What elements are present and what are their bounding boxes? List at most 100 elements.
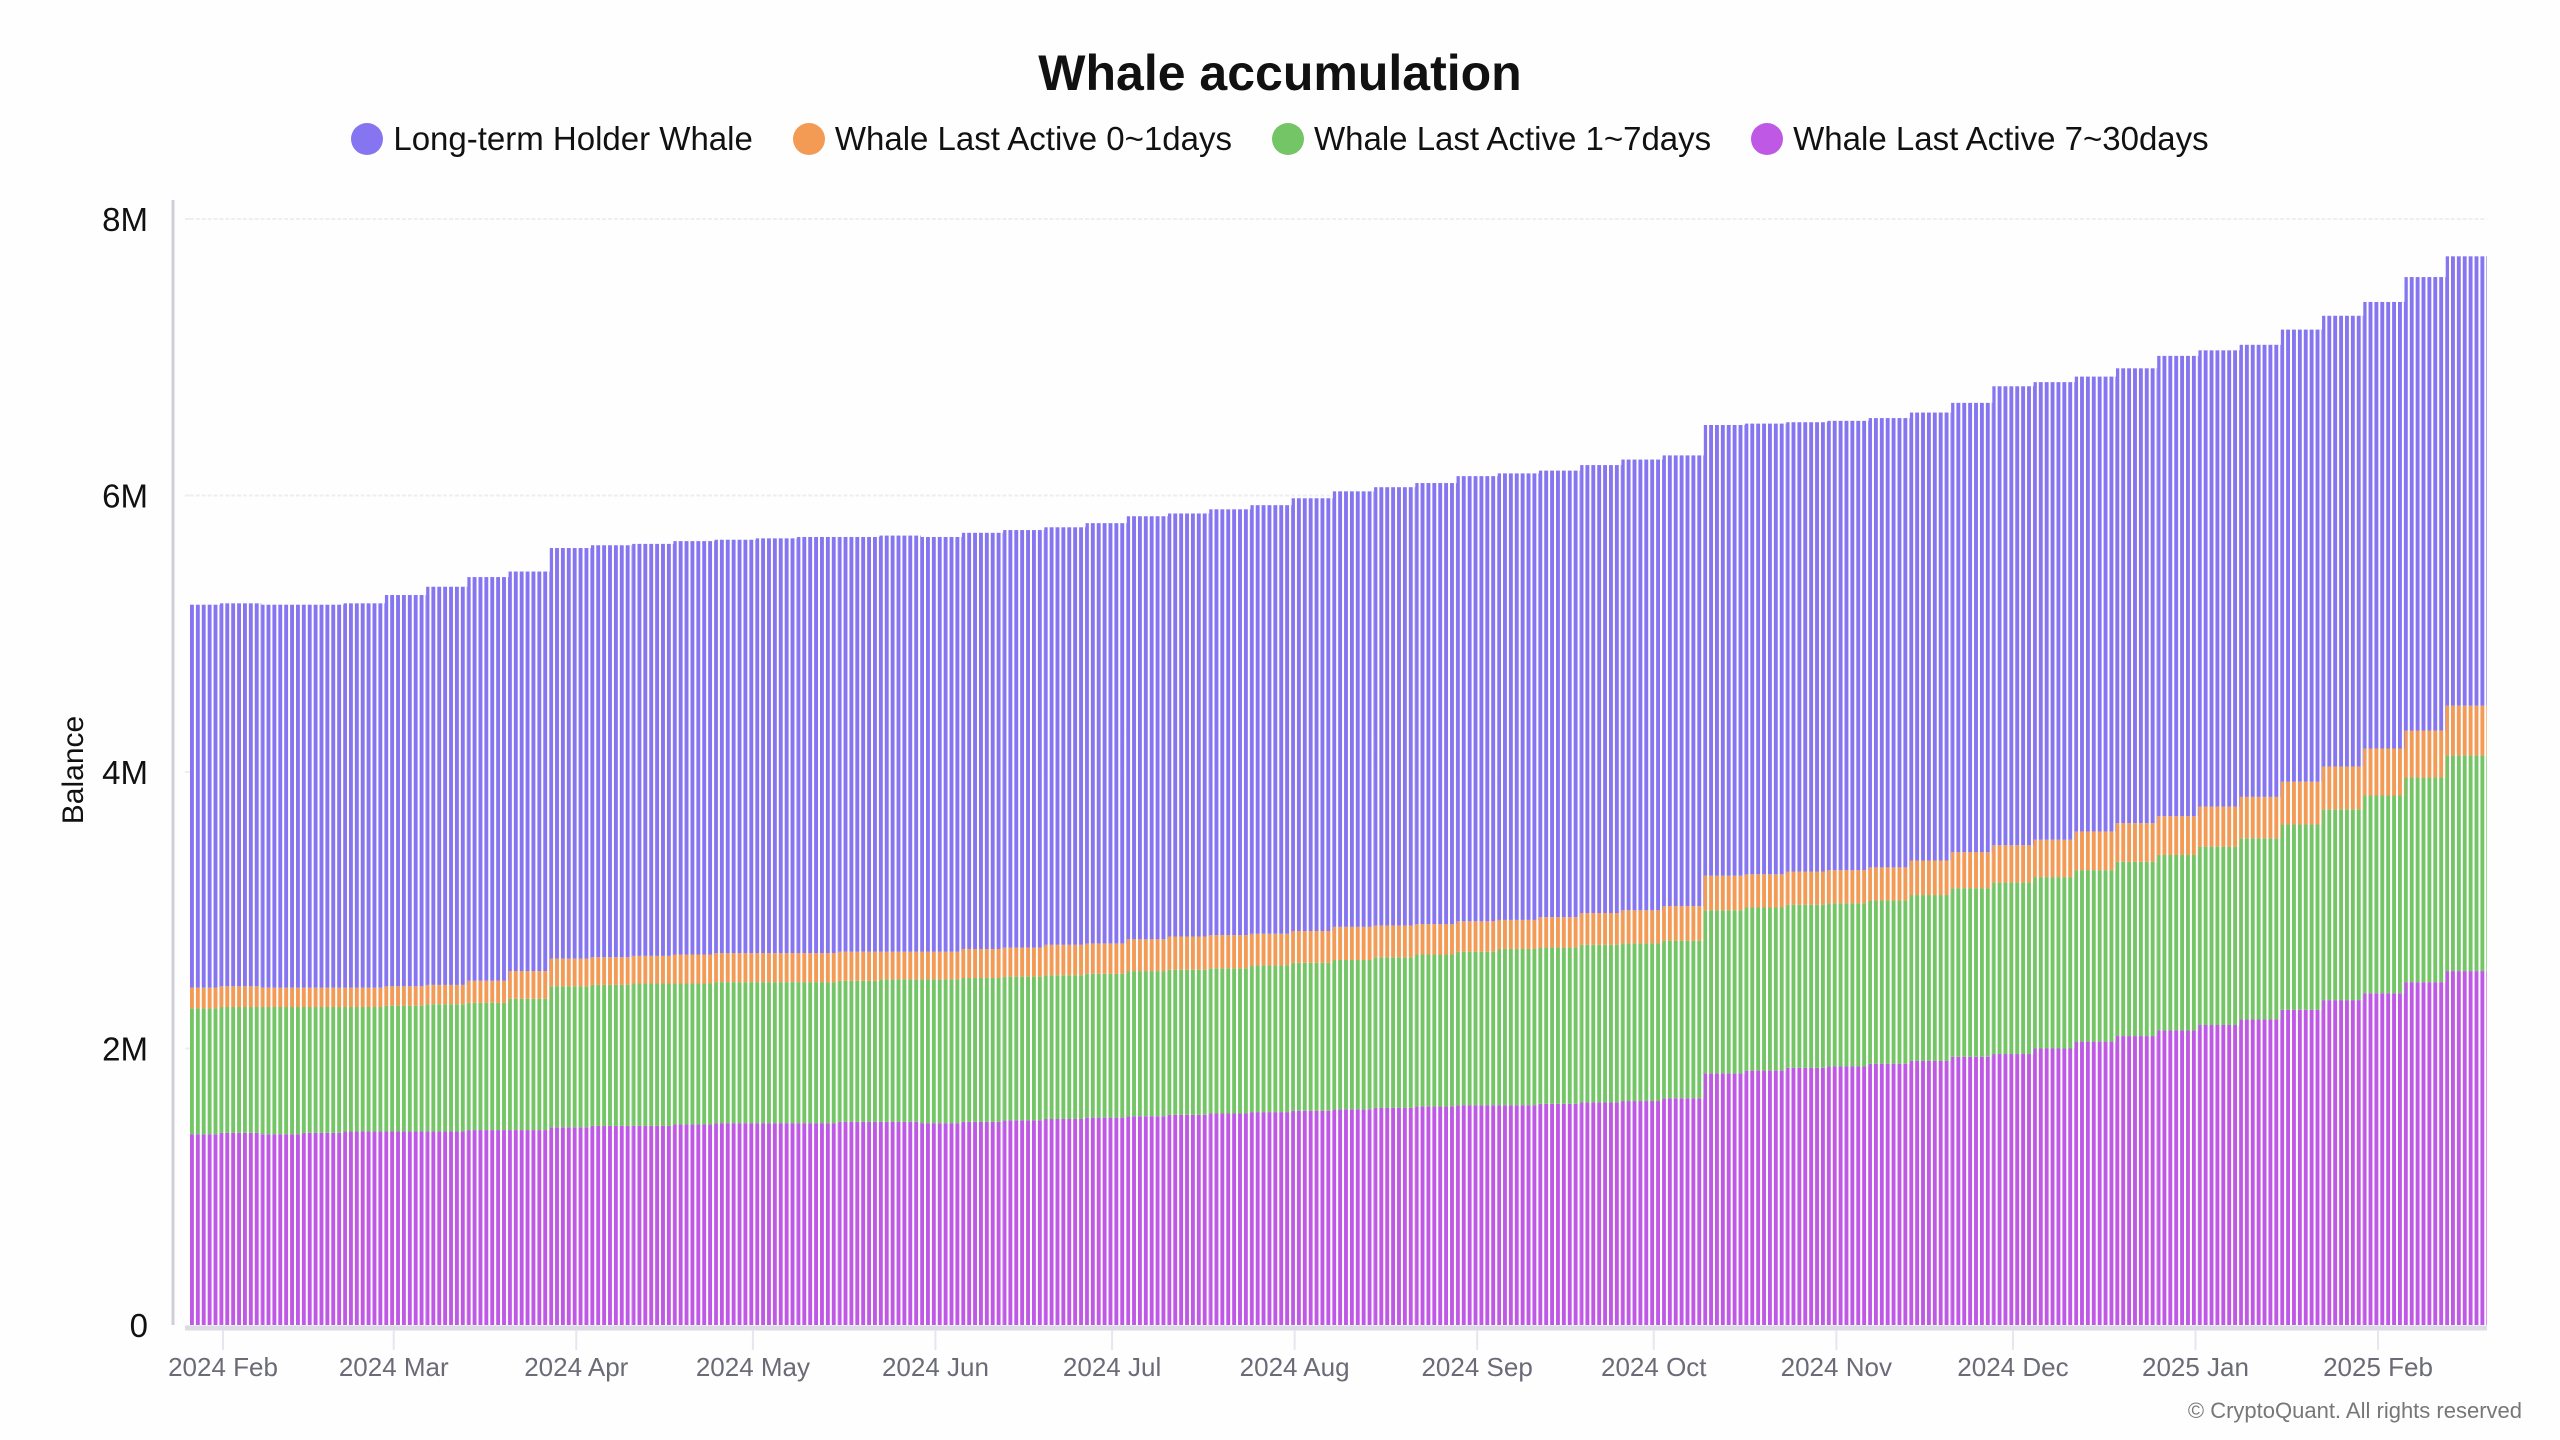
bar-segment bbox=[343, 1131, 385, 1325]
bar-gap bbox=[1795, 200, 1798, 1325]
bar-segment bbox=[549, 958, 591, 987]
bar-gap bbox=[199, 200, 202, 1325]
bar-gap bbox=[2372, 200, 2375, 1325]
bar-gap bbox=[458, 200, 461, 1325]
bar-gap bbox=[2131, 200, 2134, 1325]
bar-gap bbox=[264, 200, 267, 1325]
legend-item-active-1-7days[interactable]: Whale Last Active 1~7days bbox=[1272, 120, 1711, 158]
bar-segment bbox=[1745, 907, 1787, 1071]
bar-gap bbox=[1818, 200, 1821, 1325]
bar-segment bbox=[797, 1123, 839, 1325]
bar-segment bbox=[1456, 951, 1498, 1106]
y-tick-label: 6M bbox=[102, 478, 148, 515]
bar-gap bbox=[1848, 200, 1851, 1325]
bar-segment bbox=[2404, 982, 2446, 1325]
bar-gap bbox=[1518, 200, 1521, 1325]
bar-gap bbox=[2048, 200, 2051, 1325]
bar-gap bbox=[976, 200, 979, 1325]
x-tick-label: 2024 Apr bbox=[524, 1352, 628, 1382]
bar-gap bbox=[1836, 200, 1839, 1325]
bar-gap bbox=[1188, 200, 1191, 1325]
bar-segment bbox=[1209, 968, 1251, 1114]
bar-gap bbox=[1124, 200, 1127, 1325]
bar-segment bbox=[879, 951, 921, 980]
bar-gap bbox=[2195, 200, 2198, 1325]
bar-segment bbox=[549, 1127, 591, 1325]
bar-gap bbox=[547, 200, 550, 1325]
legend-item-active-7-30days[interactable]: Whale Last Active 7~30days bbox=[1751, 120, 2209, 158]
bar-segment bbox=[755, 538, 798, 954]
legend-item-long-term-holder[interactable]: Long-term Holder Whale bbox=[351, 120, 753, 158]
bar-gap bbox=[223, 200, 226, 1325]
bar-gap bbox=[1577, 200, 1580, 1325]
bar-segment bbox=[1374, 925, 1416, 958]
bar-gap bbox=[2278, 200, 2281, 1325]
bar-segment bbox=[1786, 904, 1828, 1068]
bar-gap bbox=[1924, 200, 1927, 1325]
bar-gap bbox=[447, 200, 450, 1325]
bar-gap bbox=[865, 200, 868, 1325]
bar-segment bbox=[1250, 965, 1292, 1113]
bar-gap bbox=[653, 200, 656, 1325]
bar-segment bbox=[1085, 943, 1127, 974]
bar-segment bbox=[673, 954, 715, 984]
bar-segment bbox=[2033, 839, 2075, 878]
bar-segment bbox=[1126, 971, 1169, 1117]
bar-gap bbox=[323, 200, 326, 1325]
legend-dot-icon bbox=[792, 123, 825, 155]
bar-gap bbox=[2042, 200, 2045, 1325]
bar-gap bbox=[1347, 200, 1350, 1325]
bar-gap bbox=[1866, 200, 1869, 1325]
bar-segment bbox=[1003, 1120, 1045, 1325]
bar-gap bbox=[2178, 200, 2181, 1325]
bar-segment bbox=[261, 1007, 303, 1135]
bar-gap bbox=[1383, 200, 1386, 1325]
bar-segment bbox=[2445, 256, 2487, 706]
bar-gap bbox=[246, 200, 249, 1325]
bar-gap bbox=[2301, 200, 2304, 1325]
bar-gap bbox=[1165, 200, 1168, 1325]
bar-segment bbox=[2322, 315, 2364, 767]
bar-gap bbox=[1907, 200, 1910, 1325]
bar-gap bbox=[1059, 200, 1062, 1325]
bar-gap bbox=[1730, 200, 1733, 1325]
bar-segment bbox=[508, 971, 550, 999]
y-tick-label: 4M bbox=[102, 754, 148, 791]
bar-gap bbox=[1936, 200, 1939, 1325]
bar-segment bbox=[1374, 487, 1416, 926]
bar-gap bbox=[1400, 200, 1403, 1325]
bar-segment bbox=[220, 1132, 262, 1325]
bar-gap bbox=[394, 200, 397, 1325]
bar-segment bbox=[1044, 1119, 1086, 1325]
bar-segment bbox=[920, 536, 962, 952]
bar-gap bbox=[2142, 200, 2145, 1325]
bar-gap bbox=[1053, 200, 1056, 1325]
bar-segment bbox=[838, 1121, 880, 1325]
bar-gap bbox=[270, 200, 273, 1325]
bar-gap bbox=[1418, 200, 1421, 1325]
bar-segment bbox=[1951, 1056, 1993, 1325]
bar-gap bbox=[423, 200, 426, 1325]
bar-gap bbox=[1712, 200, 1715, 1325]
bar-gap bbox=[2284, 200, 2287, 1325]
bar-segment bbox=[1168, 969, 1210, 1115]
bar-gap bbox=[659, 200, 662, 1325]
bar-gap bbox=[835, 200, 838, 1325]
bar-segment bbox=[508, 998, 550, 1131]
bar-gap bbox=[2396, 200, 2398, 1325]
bar-gap bbox=[1877, 200, 1880, 1325]
bar-gap bbox=[2225, 200, 2228, 1325]
bar-gap bbox=[670, 200, 673, 1325]
bar-gap bbox=[623, 200, 626, 1325]
bar-segment bbox=[1126, 1116, 1169, 1325]
bar-segment bbox=[2363, 301, 2405, 749]
bar-segment bbox=[1538, 947, 1581, 1104]
bar-segment bbox=[1085, 523, 1127, 944]
bar-segment bbox=[426, 586, 468, 985]
legend-item-active-0-1days[interactable]: Whale Last Active 0~1days bbox=[792, 120, 1232, 158]
bar-gap bbox=[1041, 200, 1044, 1325]
bar-segment bbox=[1992, 1054, 2034, 1325]
bar-gap bbox=[1960, 200, 1963, 1325]
bar-segment bbox=[1456, 1105, 1498, 1325]
bar-gap bbox=[2290, 200, 2293, 1325]
